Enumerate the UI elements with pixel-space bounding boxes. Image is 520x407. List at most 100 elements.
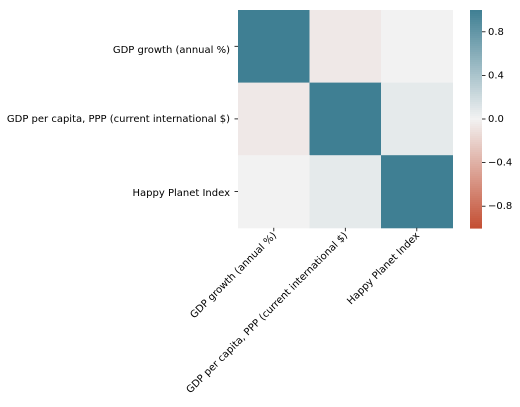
colorbar-segment <box>470 122 482 125</box>
colorbar-segment <box>470 146 482 149</box>
colorbar-segment <box>470 102 482 105</box>
colorbar-segment <box>470 124 482 127</box>
colorbar-segment <box>470 88 482 91</box>
colorbar-segment <box>470 74 482 77</box>
colorbar-segment <box>470 18 482 21</box>
colorbar-tick-label: 0.0 <box>488 114 504 125</box>
colorbar-segment <box>470 166 482 169</box>
colorbar-segment <box>470 48 482 51</box>
colorbar-segment <box>470 142 482 145</box>
colorbar-segment <box>470 110 482 113</box>
x-tick-labels: GDP growth (annual %) GDP per capita, PP… <box>185 230 423 396</box>
heatmap-cell <box>381 10 453 84</box>
colorbar-segment <box>470 180 482 183</box>
colorbar-segment <box>470 136 482 139</box>
colorbar-segment <box>470 26 482 29</box>
colorbar-segment <box>470 36 482 39</box>
x-tick-label: Happy Planet Index <box>345 230 422 307</box>
colorbar-segment <box>470 150 482 153</box>
colorbar-segment <box>470 220 482 223</box>
colorbar-segment <box>470 202 482 205</box>
colorbar-segment <box>470 132 482 135</box>
y-tick-label: Happy Planet Index <box>133 188 231 199</box>
colorbar-segment <box>470 60 482 63</box>
colorbar-segment <box>470 98 482 101</box>
colorbar-segment <box>470 212 482 215</box>
colorbar-segment <box>470 204 482 207</box>
colorbar-segment <box>470 144 482 147</box>
colorbar-segment <box>470 168 482 171</box>
colorbar-segment <box>470 210 482 213</box>
colorbar-segment <box>470 208 482 211</box>
colorbar-segment <box>470 68 482 71</box>
colorbar-segment <box>470 192 482 195</box>
colorbar-segment <box>470 100 482 103</box>
colorbar-segment <box>470 138 482 141</box>
colorbar-segment <box>470 196 482 199</box>
colorbar-segment <box>470 188 482 191</box>
colorbar-segment <box>470 44 482 47</box>
colorbar-segment <box>470 90 482 93</box>
colorbar-segment <box>470 80 482 83</box>
colorbar-segment <box>470 186 482 189</box>
colorbar-segment <box>470 12 482 15</box>
colorbar-segment <box>470 34 482 37</box>
colorbar-segment <box>470 182 482 185</box>
y-tick-labels: GDP growth (annual %) GDP per capita, PP… <box>7 45 230 199</box>
colorbar-segment <box>470 206 482 209</box>
colorbar-segment <box>470 158 482 161</box>
heatmap-cell <box>238 82 310 156</box>
colorbar-segment <box>470 46 482 49</box>
colorbar-segment <box>470 176 482 179</box>
colorbar-segment <box>470 114 482 117</box>
colorbar-segment <box>470 66 482 69</box>
colorbar-segment <box>470 58 482 61</box>
colorbar-segment <box>470 32 482 35</box>
colorbar-segment <box>470 30 482 33</box>
colorbar-tick-label: −0.8 <box>488 201 512 212</box>
colorbar-segment <box>470 198 482 201</box>
colorbar-segment <box>470 120 482 123</box>
colorbar-segment <box>470 160 482 163</box>
colorbar-segment <box>470 194 482 197</box>
heatmap-cell <box>309 82 382 156</box>
colorbar-segment <box>470 156 482 159</box>
colorbar-segment <box>470 16 482 19</box>
y-tick-label: GDP growth (annual %) <box>113 45 230 56</box>
colorbar-segment <box>470 164 482 167</box>
colorbar-segment <box>470 126 482 129</box>
colorbar-segment <box>470 108 482 111</box>
colorbar-segment <box>470 134 482 137</box>
colorbar-segment <box>470 130 482 133</box>
colorbar-segment <box>470 92 482 95</box>
colorbar-segment <box>470 82 482 85</box>
colorbar-segment <box>470 184 482 187</box>
heatmap-cell <box>238 10 310 84</box>
colorbar-segment <box>470 224 482 227</box>
colorbar-segment <box>470 22 482 25</box>
colorbar-segment <box>470 56 482 59</box>
colorbar-segment <box>470 40 482 43</box>
colorbar-segment <box>470 38 482 41</box>
colorbar-segment <box>470 170 482 173</box>
colorbar-segment <box>470 128 482 131</box>
heatmap-cells <box>238 10 453 229</box>
colorbar-tick-label: 0.8 <box>488 27 504 38</box>
colorbar-segment <box>470 218 482 221</box>
colorbar-segment <box>470 214 482 217</box>
colorbar-segment <box>470 190 482 193</box>
colorbar-segment <box>470 96 482 99</box>
colorbar-segment <box>470 222 482 225</box>
y-tick-label: GDP per capita, PPP (current internation… <box>7 114 230 125</box>
colorbar-segment <box>470 106 482 109</box>
colorbar-segment <box>470 94 482 97</box>
colorbar-segment <box>470 52 482 55</box>
colorbar-segment <box>470 174 482 177</box>
heatmap-cell <box>381 82 453 156</box>
colorbar-segment <box>470 42 482 45</box>
colorbar-segment <box>470 10 482 13</box>
colorbar-segment <box>470 86 482 89</box>
colorbar-segment <box>470 216 482 219</box>
colorbar-tick-label: −0.4 <box>488 158 512 169</box>
